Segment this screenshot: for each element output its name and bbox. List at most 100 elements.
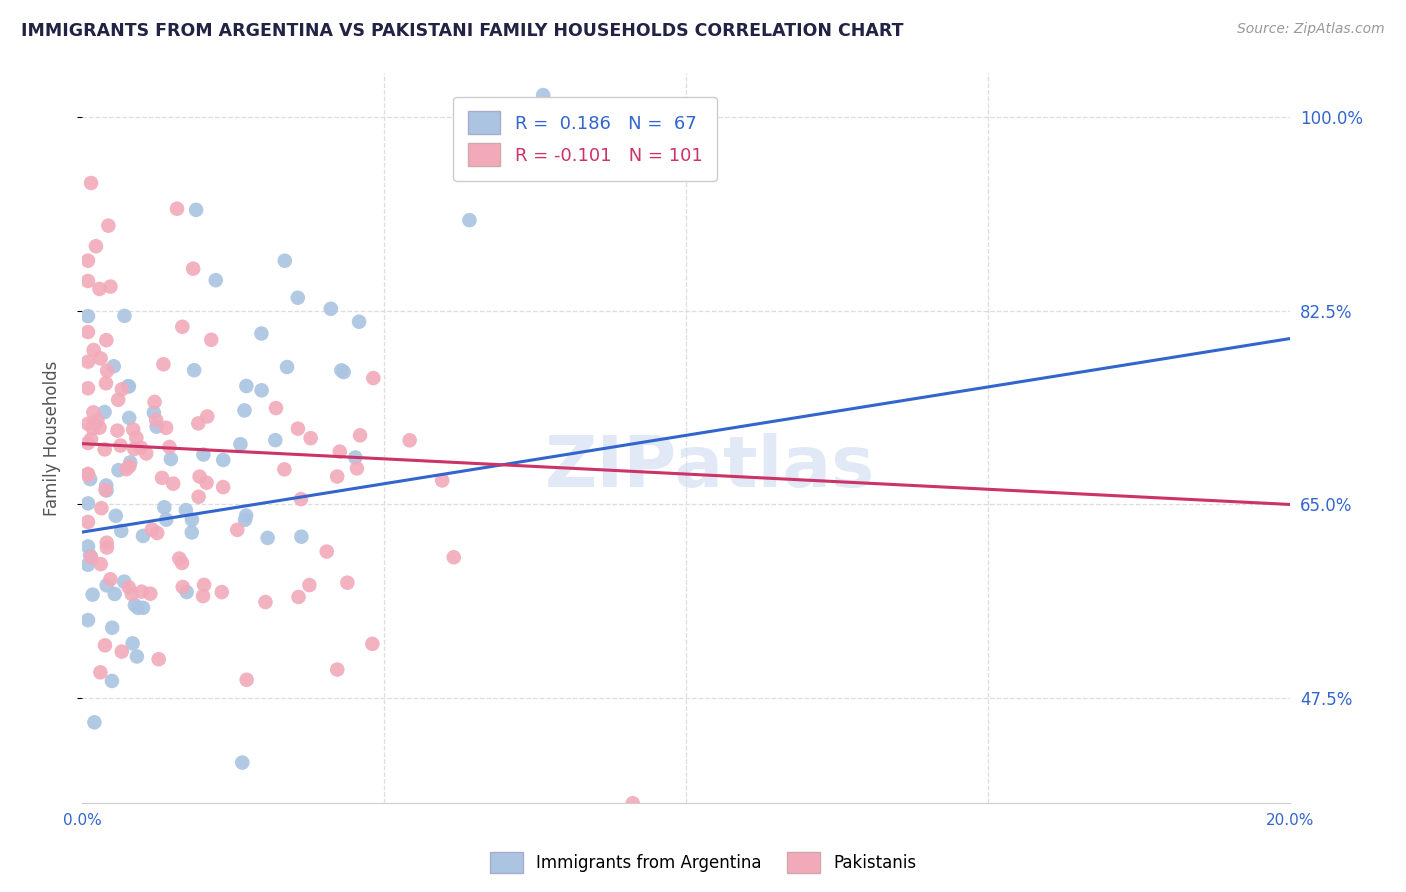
Point xyxy=(101,673,124,688)
Point xyxy=(432,474,454,488)
Point xyxy=(96,333,118,347)
Point xyxy=(290,492,312,507)
Point xyxy=(290,530,312,544)
Point xyxy=(211,585,233,599)
Point xyxy=(89,420,111,434)
Point xyxy=(181,261,204,276)
Point xyxy=(77,253,100,268)
Point xyxy=(458,213,481,227)
Point xyxy=(146,526,169,541)
Point xyxy=(172,580,194,594)
Point xyxy=(145,413,167,427)
Point xyxy=(124,598,146,612)
Point xyxy=(77,515,100,529)
Point xyxy=(226,523,249,537)
Point xyxy=(104,508,127,523)
Point xyxy=(273,462,295,476)
Point xyxy=(183,363,205,377)
Point xyxy=(132,600,155,615)
Point xyxy=(193,578,215,592)
Point xyxy=(122,423,145,437)
Point xyxy=(118,580,141,594)
Point xyxy=(344,450,367,465)
Point xyxy=(443,550,465,565)
Point xyxy=(77,558,100,572)
Point xyxy=(621,796,644,810)
Point xyxy=(125,649,148,664)
Point xyxy=(326,469,349,483)
Point xyxy=(349,428,371,442)
Point xyxy=(96,483,118,498)
Point xyxy=(141,523,163,537)
Point xyxy=(233,403,256,417)
Point xyxy=(193,448,215,462)
Point xyxy=(94,483,117,497)
Point xyxy=(250,326,273,341)
Point xyxy=(101,621,124,635)
Point xyxy=(363,371,385,385)
Point xyxy=(170,556,193,570)
Point xyxy=(129,441,152,455)
Point xyxy=(188,469,211,483)
Point xyxy=(104,587,127,601)
Point xyxy=(100,572,122,586)
Point xyxy=(77,496,100,510)
Point xyxy=(326,663,349,677)
Point xyxy=(135,446,157,460)
Point xyxy=(77,467,100,481)
Point xyxy=(181,513,204,527)
Point xyxy=(231,756,253,770)
Text: ZIPatlas: ZIPatlas xyxy=(546,433,876,502)
Point xyxy=(89,282,111,296)
Point xyxy=(90,557,112,571)
Point xyxy=(77,417,100,431)
Point xyxy=(176,585,198,599)
Point xyxy=(77,309,100,323)
Point xyxy=(127,600,149,615)
Point xyxy=(110,524,132,538)
Text: IMMIGRANTS FROM ARGENTINA VS PAKISTANI FAMILY HOUSEHOLDS CORRELATION CHART: IMMIGRANTS FROM ARGENTINA VS PAKISTANI F… xyxy=(21,22,904,40)
Point xyxy=(77,540,100,554)
Point xyxy=(96,541,118,555)
Point xyxy=(115,462,138,476)
Point xyxy=(346,461,368,475)
Point xyxy=(80,176,103,190)
Point xyxy=(184,202,207,217)
Point xyxy=(150,471,173,485)
Point xyxy=(107,424,129,438)
Point xyxy=(111,382,134,396)
Point xyxy=(155,513,177,527)
Point xyxy=(195,475,218,490)
Point xyxy=(329,444,352,458)
Point xyxy=(187,490,209,504)
Point xyxy=(250,384,273,398)
Point xyxy=(274,253,297,268)
Point xyxy=(84,239,107,253)
Point xyxy=(299,431,322,445)
Point xyxy=(83,343,105,357)
Point xyxy=(131,584,153,599)
Point xyxy=(82,421,104,435)
Point xyxy=(97,219,120,233)
Point xyxy=(319,301,342,316)
Point xyxy=(235,508,257,523)
Legend: Immigrants from Argentina, Pakistanis: Immigrants from Argentina, Pakistanis xyxy=(482,846,924,880)
Point xyxy=(112,574,135,589)
Point xyxy=(121,636,143,650)
Point xyxy=(100,279,122,293)
Point xyxy=(96,535,118,549)
Point xyxy=(86,413,108,427)
Point xyxy=(120,455,142,469)
Point xyxy=(94,376,117,391)
Point xyxy=(148,652,170,666)
Point xyxy=(132,529,155,543)
Legend: R =  0.186   N =  67, R = -0.101   N = 101: R = 0.186 N = 67, R = -0.101 N = 101 xyxy=(454,96,717,181)
Point xyxy=(276,359,298,374)
Point xyxy=(298,578,321,592)
Point xyxy=(83,417,105,431)
Point xyxy=(145,419,167,434)
Point xyxy=(287,422,309,436)
Point xyxy=(160,452,183,467)
Point xyxy=(121,587,143,601)
Point xyxy=(531,88,554,103)
